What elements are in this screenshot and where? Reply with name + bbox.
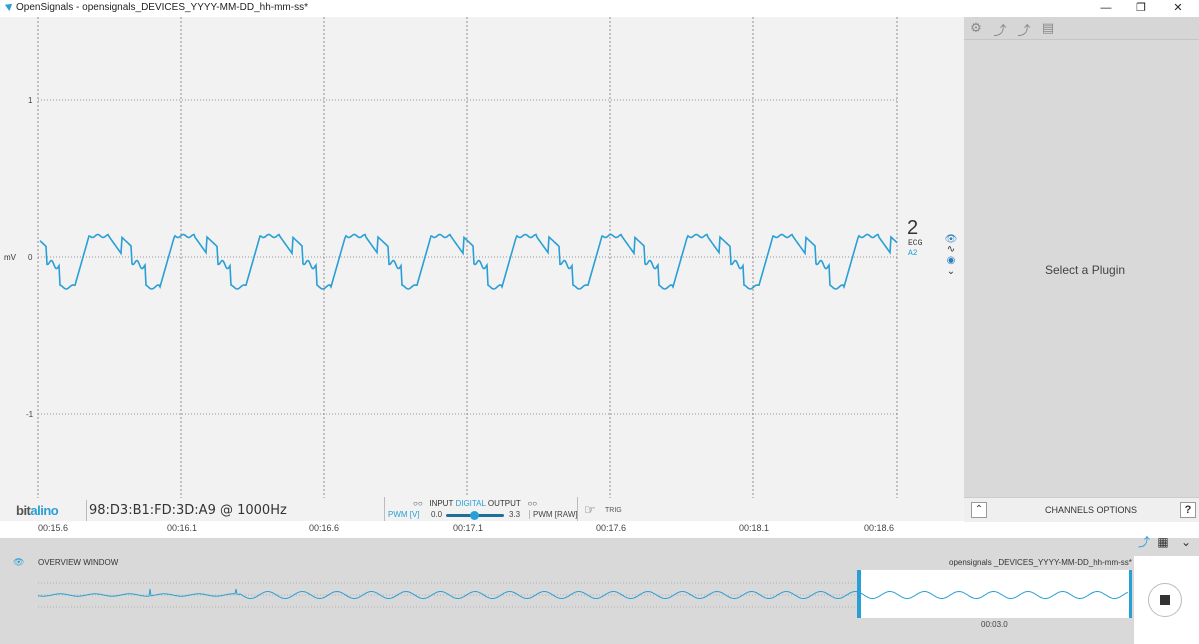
- ytick-label: 0: [28, 253, 33, 262]
- chevron-down-icon[interactable]: ⌄: [946, 266, 956, 277]
- overview-trace: [37, 588, 1129, 600]
- ytick-label: -1: [26, 410, 34, 419]
- brand-logo: bitalino: [16, 503, 59, 518]
- plugin-remove-icon[interactable]: ⤴: [1017, 23, 1031, 38]
- minimize-icon: —: [1100, 2, 1112, 14]
- time-axis: [0, 521, 964, 538]
- close-icon: ✕: [1173, 2, 1183, 14]
- window-title: OpenSignals - opensignals_DEVICES_YYYY-M…: [16, 2, 308, 13]
- xtick-label: 00:18.6: [864, 523, 895, 533]
- xtick-label: 00:15.6: [38, 523, 69, 533]
- pwm-raw-label: PWM [RAW]: [529, 510, 578, 519]
- xtick-label: 00:16.6: [309, 523, 340, 533]
- grid-icon[interactable]: ▦: [1157, 535, 1169, 549]
- app-icon: [4, 3, 13, 12]
- restore-icon: ❐: [1136, 2, 1146, 14]
- xtick-label: 00:16.1: [167, 523, 198, 533]
- title-bar: OpenSignals - opensignals_DEVICES_YYYY-M…: [0, 0, 1199, 17]
- pwm-min-label: 0.0: [431, 510, 443, 519]
- hand-pointer-icon: ☞: [584, 502, 596, 517]
- plot-canvas: [37, 17, 898, 499]
- pin-icon[interactable]: ⤴: [1137, 535, 1150, 549]
- channels-options-bar: [964, 497, 1199, 522]
- signal-icon[interactable]: ∿: [946, 244, 956, 255]
- plugin-placeholder: Select a Plugin: [1045, 263, 1126, 277]
- device-mac: 98:D3:B1:FD:3D:A9 @ 1000Hz: [89, 503, 287, 518]
- xtick-label: 00:17.6: [596, 523, 627, 533]
- overview-selection-window: [857, 570, 1132, 618]
- chevron-down-icon[interactable]: ⌄: [1180, 535, 1192, 549]
- channel-port: A2: [908, 249, 918, 258]
- io-label: ○○ INPUT DIGITAL OUTPUT ○○: [413, 499, 538, 508]
- overview-time: 00:03.0: [981, 620, 1008, 629]
- gear-icon[interactable]: ⚙: [970, 20, 982, 35]
- ytick-label: 1: [28, 96, 33, 105]
- y-axis-label: mV: [4, 253, 16, 262]
- plugin-icon[interactable]: ⤴: [993, 23, 1007, 38]
- plugin-toolbar: [964, 17, 1199, 40]
- device-info-box: [86, 500, 378, 521]
- help-button[interactable]: ?: [1180, 502, 1196, 518]
- overview-label: OVERVIEW WINDOW: [38, 558, 119, 567]
- io-panel: [384, 497, 578, 521]
- overview-filename: opensignals _DEVICES_YYYY-MM-DD_hh-mm-ss…: [949, 558, 1132, 567]
- stop-icon: [1160, 595, 1170, 605]
- chevron-up-icon: ⌃: [974, 504, 984, 515]
- overview-selection-handle: [1129, 570, 1132, 618]
- xtick-label: 00:17.1: [453, 523, 484, 533]
- maximize-button[interactable]: ❐: [1123, 0, 1159, 17]
- eye-icon[interactable]: 👁: [13, 557, 25, 567]
- pwm-v-label: PWM [V]: [388, 510, 420, 519]
- close-button[interactable]: ✕: [1160, 0, 1196, 17]
- plugin-panel: [964, 17, 1199, 497]
- signal-trace: [39, 233, 898, 290]
- eye-icon[interactable]: 👁: [944, 234, 958, 245]
- minimize-button[interactable]: —: [1088, 0, 1124, 17]
- chart-icon[interactable]: ▤: [1041, 20, 1055, 35]
- overview-selection-handle: [857, 570, 861, 618]
- collapse-button[interactable]: ⌃: [971, 502, 987, 518]
- channel-number: 2: [907, 217, 919, 239]
- pwm-slider-handle[interactable]: [470, 511, 479, 520]
- xtick-label: 00:18.1: [739, 523, 770, 533]
- radio-icon[interactable]: ◉: [946, 255, 956, 266]
- pwm-max-label: 3.3: [509, 510, 521, 519]
- channel-type: ECG: [908, 239, 923, 248]
- channels-options-label[interactable]: CHANNELS OPTIONS: [1045, 505, 1138, 515]
- signal-plot[interactable]: [0, 17, 964, 499]
- trigger-label: TRIG: [605, 507, 622, 514]
- overview-signal[interactable]: [0, 565, 1134, 625]
